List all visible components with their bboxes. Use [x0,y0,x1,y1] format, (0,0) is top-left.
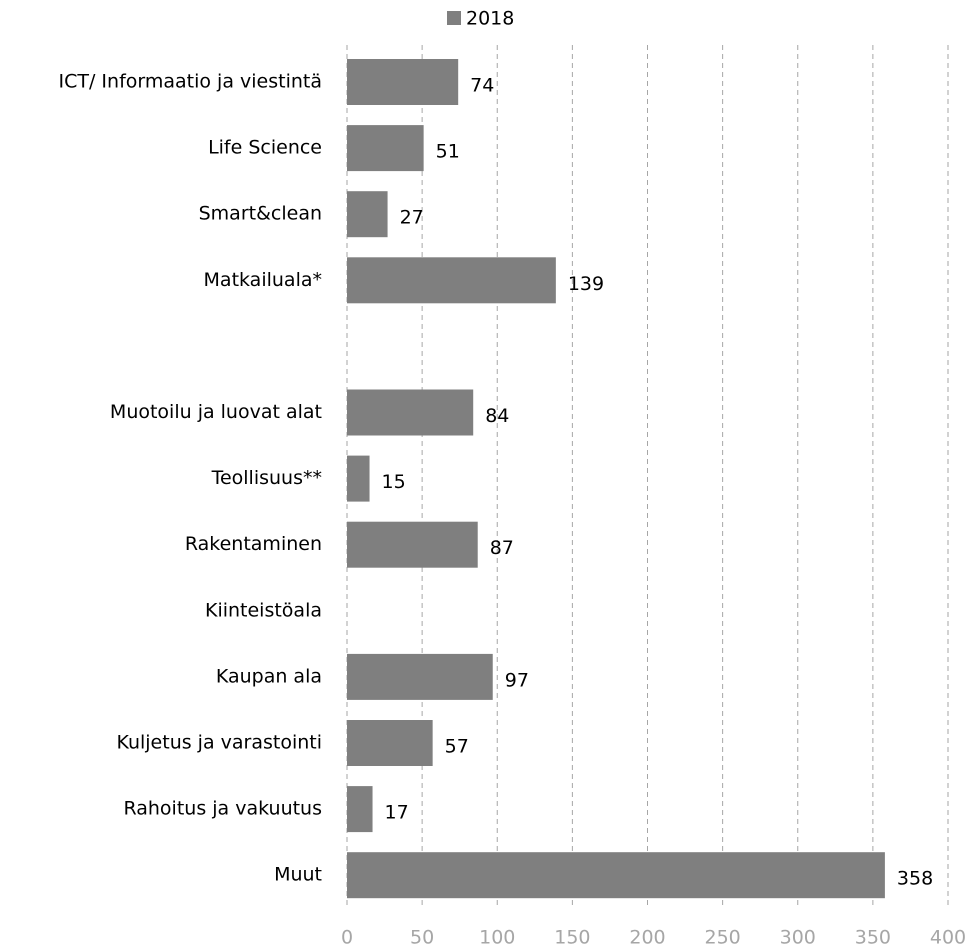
y-tick-label: Rahoitus ja vakuutus [123,798,322,820]
bar [347,191,388,238]
x-tick-label: 350 [855,927,891,949]
data-label: 84 [485,405,509,427]
y-tick-label: ICT/ Informaatio ja viestintä [59,71,322,93]
x-tick-label: 200 [629,927,665,949]
y-tick-label: Kiinteistöala [205,599,322,621]
x-tick-label: 300 [780,927,816,949]
data-label: 87 [490,537,514,559]
x-tick-label: 100 [479,927,515,949]
bar [347,852,885,899]
data-label: 139 [568,273,604,295]
bar [347,786,373,833]
data-label: 17 [385,802,409,824]
bar [347,59,459,105]
bar [347,389,474,436]
data-label: 97 [505,669,529,691]
y-tick-label: Smart&clean [199,203,322,225]
x-tick-label: 50 [410,927,434,949]
legend-swatch [447,11,461,25]
bar [347,455,370,502]
data-label: 57 [445,736,469,758]
data-label: 358 [897,868,933,890]
bar [347,653,493,700]
x-tick-label: 0 [341,927,353,949]
y-tick-label: Kaupan ala [216,665,322,687]
bar [347,720,433,766]
y-tick-label: Muotoilu ja luovat alat [110,401,322,423]
data-label: 27 [400,207,424,229]
data-label: 51 [436,141,460,163]
y-tick-label: Muut [274,864,322,886]
x-tick-label: 250 [704,927,740,949]
legend-label: 2018 [466,8,514,30]
data-label: 74 [470,75,494,97]
x-tick-label: 400 [930,927,966,949]
y-tick-label: Kuljetus ja varastointi [116,732,322,754]
y-tick-label: Rakentaminen [185,533,322,555]
x-tick-label: 150 [554,927,590,949]
y-tick-label: Teollisuus** [211,467,322,489]
bar [347,125,424,172]
bar [347,521,478,568]
bar [347,257,556,304]
y-tick-label: Matkailuala* [204,269,322,291]
data-label: 15 [382,471,406,493]
y-tick-label: Life Science [208,137,322,159]
